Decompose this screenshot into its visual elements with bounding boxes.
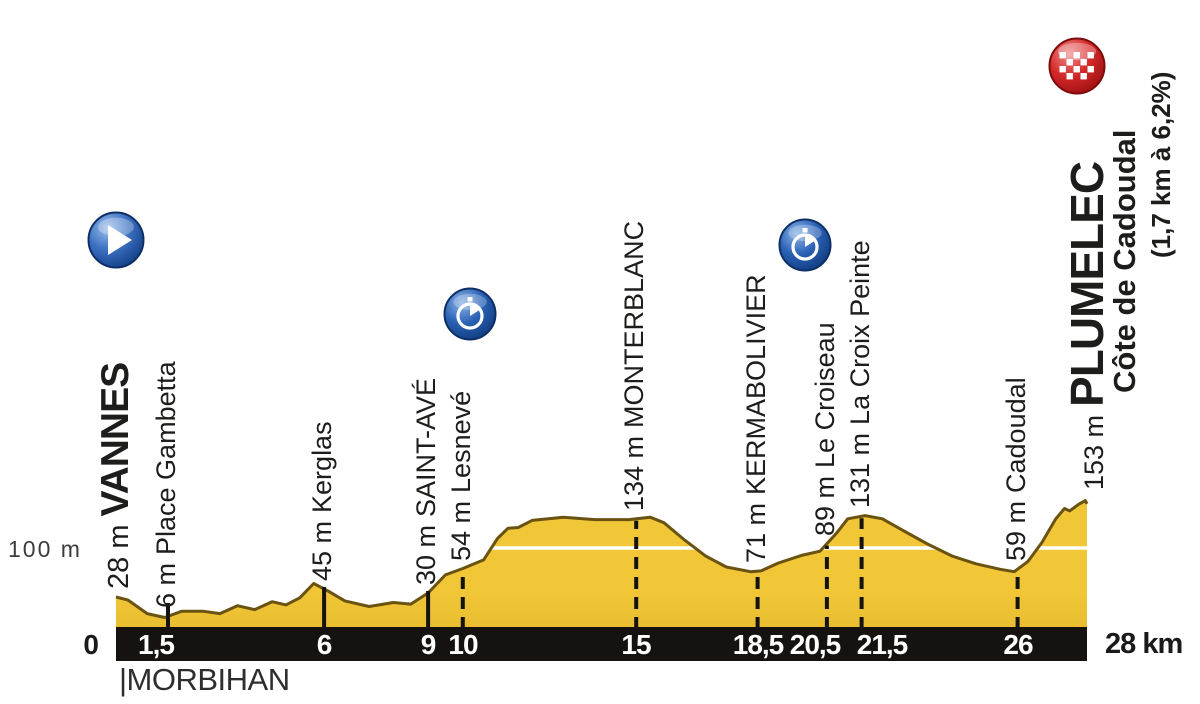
waypoint-elevation: 28 m bbox=[103, 524, 135, 589]
waypoint-elevation: 6 m bbox=[151, 562, 181, 608]
waypoint-elevation: 134 m bbox=[619, 435, 649, 511]
axis-tick-label-10: 10 bbox=[448, 629, 478, 660]
waypoint-label-plumelec: 153 m PLUMELEC bbox=[1061, 161, 1113, 490]
waypoint-elevation: 153 m bbox=[1079, 414, 1109, 490]
finish-icon bbox=[1048, 37, 1106, 100]
waypoint-name: Lesnevé bbox=[446, 390, 476, 493]
waypoint-name: Cadoudal bbox=[1001, 377, 1031, 493]
waypoint-label-lesneve: 54 m Lesnevé bbox=[446, 390, 476, 561]
waypoint-name: KERMABOLIVIER bbox=[741, 274, 771, 495]
waypoint-name: MONTERBLANC bbox=[619, 220, 649, 428]
axis-tick-label-1-5: 1,5 bbox=[138, 629, 175, 660]
waypoint-label-saint-ave: 30 m SAINT-AVÉ bbox=[411, 377, 441, 585]
timer-icon bbox=[443, 287, 497, 346]
waypoint-name: PLUMELEC bbox=[1061, 161, 1113, 407]
waypoint-label-le-croiseau: 89 m Le Croiseau bbox=[810, 322, 840, 536]
waypoint-elevation: 59 m bbox=[1001, 500, 1031, 561]
finish-subtitle-detail: (1,7 km à 6,2%) bbox=[1146, 71, 1176, 258]
waypoint-label-la-croix-peinte: 131 m La Croix Peinte bbox=[845, 240, 875, 508]
waypoint-label-kerglas: 45 m Kerglas bbox=[307, 421, 337, 581]
timer-icon bbox=[778, 218, 832, 277]
waypoint-label-cadoudal: 59 m Cadoudal bbox=[1001, 377, 1031, 561]
axis-tick-label-18-5: 18,5 bbox=[732, 629, 785, 660]
waypoint-label-vannes: 28 m VANNES bbox=[94, 362, 137, 589]
axis-tick-label-0: 0 bbox=[83, 629, 99, 660]
waypoint-elevation: 71 m bbox=[741, 502, 771, 563]
waypoint-label-monterblanc: 134 m MONTERBLANC bbox=[619, 220, 649, 511]
waypoint-name: Place Gambetta bbox=[151, 361, 181, 555]
axis-tick-label-6: 6 bbox=[316, 629, 333, 660]
profile-outline bbox=[115, 499, 1089, 619]
waypoint-label-place-gambetta: 6 m Place Gambetta bbox=[151, 361, 181, 608]
waypoint-elevation: 131 m bbox=[845, 432, 875, 508]
waypoint-name: Le Croiseau bbox=[810, 322, 840, 468]
axis-tick-label-28-km: 28 km bbox=[1105, 628, 1183, 660]
waypoint-name: La Croix Peinte bbox=[845, 240, 875, 425]
waypoint-elevation: 89 m bbox=[810, 475, 840, 536]
axis-tick-label-21-5: 21,5 bbox=[856, 629, 909, 660]
waypoint-name: VANNES bbox=[94, 362, 137, 517]
waypoint-elevation: 54 m bbox=[446, 500, 476, 561]
waypoint-elevation: 45 m bbox=[307, 520, 337, 581]
axis-tick-label-26: 26 bbox=[1003, 629, 1033, 660]
waypoint-label-kermabolivier: 71 m KERMABOLIVIER bbox=[741, 274, 771, 563]
profile-area bbox=[116, 500, 1087, 661]
axis-tick-label-9: 9 bbox=[420, 629, 437, 660]
start-icon bbox=[87, 211, 145, 274]
axis-tick-label-15: 15 bbox=[621, 629, 651, 660]
axis-tick-label-20-5: 20,5 bbox=[789, 629, 842, 660]
waypoint-elevation: 30 m bbox=[411, 524, 441, 585]
distance-axis-bar bbox=[116, 627, 1087, 661]
region-label: |MORBIHAN bbox=[119, 662, 290, 697]
waypoint-name: SAINT-AVÉ bbox=[411, 377, 441, 517]
y-reference-label: 100 m bbox=[8, 536, 82, 562]
waypoint-name: Kerglas bbox=[307, 421, 337, 513]
finish-subtitle: Côte de Cadoudal bbox=[1107, 129, 1142, 393]
